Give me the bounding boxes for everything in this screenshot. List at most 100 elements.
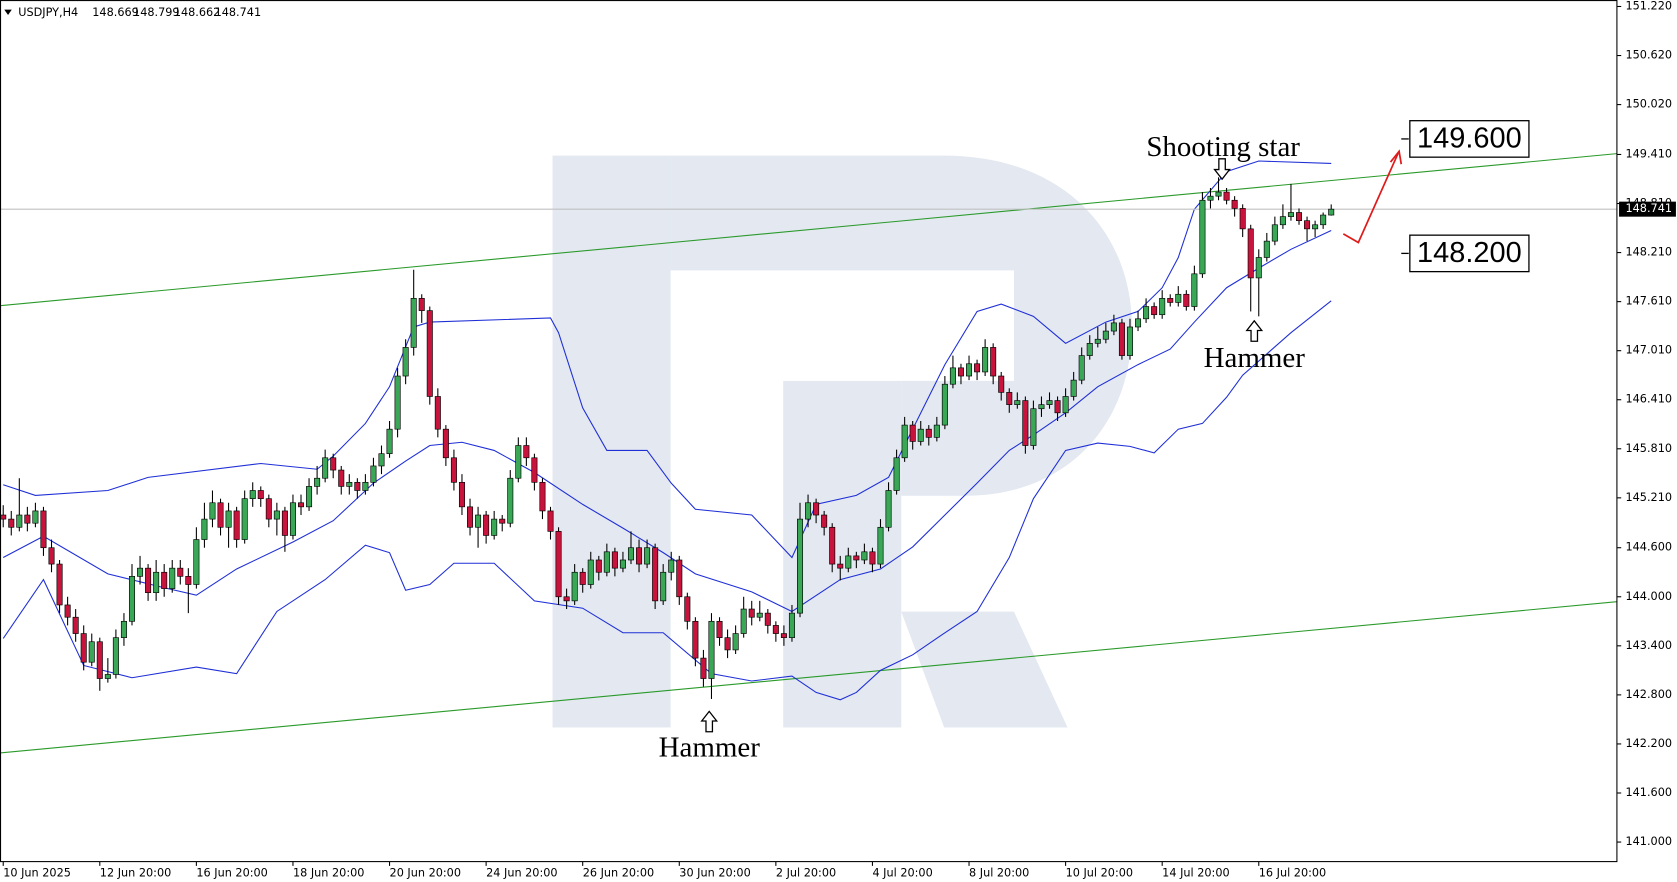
candle-body: [120, 620, 127, 638]
candle-body: [1070, 379, 1077, 397]
candle-body: [177, 567, 184, 577]
target-box: [1409, 234, 1530, 273]
candle-body: [1030, 408, 1037, 446]
candle-body: [386, 428, 393, 455]
candle-body: [249, 490, 256, 499]
candle-body: [442, 428, 449, 459]
pattern-markers: [700, 158, 1264, 733]
candle-body: [201, 518, 208, 540]
candle-body: [957, 367, 964, 377]
y-tick-label: 142.200: [1625, 737, 1672, 750]
candle-body: [708, 620, 715, 679]
candle-body: [515, 445, 522, 479]
candle-body: [1199, 199, 1206, 275]
candle-body: [0, 514, 7, 520]
candle-body: [1143, 306, 1150, 320]
candle-body: [684, 596, 691, 622]
x-tick-label: 30 Jun 20:00: [679, 866, 750, 879]
annotation: Shooting star: [1146, 131, 1300, 163]
up-arrow: [700, 710, 719, 733]
candle-body: [587, 559, 594, 585]
candle-body: [1126, 326, 1133, 356]
y-tick-label: 146.410: [1625, 393, 1672, 406]
candle-body: [740, 608, 747, 634]
candle-body: [96, 641, 103, 679]
y-tick-label: 150.620: [1625, 49, 1672, 62]
y-tick-label: 144.000: [1625, 590, 1672, 603]
candle-body: [1296, 212, 1303, 222]
candle-body: [780, 633, 787, 638]
plot-area: [0, 153, 1617, 754]
candle-body: [990, 347, 997, 377]
candle-body: [788, 612, 795, 638]
candle-body: [660, 571, 667, 602]
x-tick-label: 8 Jul 20:00: [969, 866, 1029, 879]
candle-body: [982, 347, 989, 373]
y-tick-label: 145.810: [1625, 442, 1672, 455]
candle-body: [652, 547, 659, 602]
ohlc-open: 148.669: [92, 6, 139, 19]
target-box: [1409, 120, 1530, 158]
candle-body: [998, 375, 1005, 393]
ohlc-high: 148.799: [133, 6, 180, 19]
candle-body: [797, 518, 804, 614]
candle-body: [241, 498, 248, 540]
candle-body: [24, 514, 31, 524]
candle-body: [394, 375, 401, 430]
candle-body: [418, 298, 425, 311]
candle-body: [346, 481, 353, 487]
x-tick-label: 12 Jun 20:00: [100, 866, 171, 879]
candle-body: [475, 514, 482, 528]
candle-body: [676, 559, 683, 598]
candle-body: [233, 510, 240, 540]
candle-body: [426, 310, 433, 397]
candle-body: [917, 428, 924, 442]
candle-body: [314, 477, 321, 487]
candle-body: [265, 498, 272, 520]
forecast-path: [1342, 153, 1399, 244]
candle-body: [48, 547, 55, 565]
candle-body: [458, 481, 465, 508]
candle-body: [1175, 293, 1182, 303]
candle-body: [949, 367, 956, 385]
candle-body: [547, 510, 554, 532]
x-tick-label: 26 Jun 20:00: [583, 866, 654, 879]
candle-body: [1223, 191, 1230, 201]
x-tick-label: 18 Jun 20:00: [293, 866, 364, 879]
candle-body: [627, 547, 634, 561]
candle-body: [185, 576, 192, 585]
candle-body: [764, 612, 771, 626]
candle-body: [338, 469, 345, 487]
ohlc-low: 148.662: [174, 6, 221, 19]
y-tick-label: 150.020: [1625, 98, 1672, 111]
watermark-stem: [552, 155, 671, 728]
ohlc-close: 148.741: [215, 6, 262, 19]
candle-body: [861, 551, 868, 561]
candle-body: [64, 604, 71, 618]
y-tick-label: 147.610: [1625, 295, 1672, 308]
bollinger-band: [2, 300, 1332, 701]
candle-body: [523, 445, 530, 459]
y-tick-label: 142.800: [1625, 688, 1672, 701]
candle-body: [273, 510, 280, 520]
watermark: [552, 155, 1132, 728]
trend-line: [0, 153, 1617, 307]
candle-body: [1110, 322, 1117, 332]
candle-body: [491, 518, 498, 536]
candle-body: [644, 547, 651, 565]
candle-body: [217, 502, 224, 528]
x-tick-label: 2 Jul 20:00: [776, 866, 836, 879]
candle-body: [410, 298, 417, 348]
candle-body: [869, 551, 876, 565]
annotation: Hammer: [1204, 342, 1306, 374]
symbol: USDJPY,H4: [18, 6, 78, 19]
x-tick-label: 10 Jun 2025: [3, 866, 71, 879]
candle-body: [909, 424, 916, 442]
target-label: 149.600: [1417, 123, 1522, 155]
candle-body: [885, 490, 892, 528]
candle-body: [112, 637, 119, 675]
candle-body: [56, 563, 63, 606]
candle-body: [507, 477, 514, 524]
candle-body: [1239, 208, 1246, 230]
